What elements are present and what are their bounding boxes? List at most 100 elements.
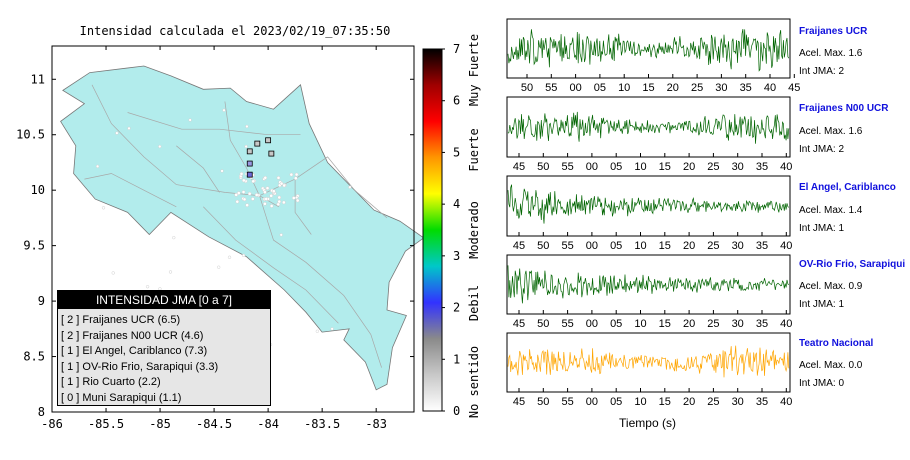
trace-x-tick-label: 00	[586, 318, 598, 330]
seismic-waveform	[507, 184, 790, 224]
trace-x-tick-label: 10	[634, 318, 646, 330]
intensity-legend: INTENSIDAD JMA [0 a 7] [ 2 ] Fraijanes U…	[57, 290, 271, 406]
trace-x-tick-label: 50	[521, 82, 533, 94]
map-x-tick-label: -84.5	[196, 417, 232, 431]
legend-item: [ 2 ] Fraijanes N00 UCR (4.6)	[61, 329, 204, 342]
trace-panel: 45 50 55 00 05 10 15 20 25 30 35 40	[506, 96, 792, 173]
road-line	[176, 145, 220, 193]
station-dots	[95, 108, 352, 370]
station-dot	[220, 169, 224, 173]
trace-background	[507, 97, 790, 157]
trace-x-tick-label: 55	[545, 82, 557, 94]
station-dot	[282, 200, 286, 205]
station-acel: Acel. Max. 1.6	[799, 48, 863, 59]
station-dot	[276, 176, 281, 180]
station-jma: Int JMA: 1	[799, 299, 845, 310]
station-dot	[227, 255, 232, 259]
legend-item: [ 1 ] Rio Cuarto (2.2)	[61, 376, 161, 388]
station-jma: Int JMA: 1	[799, 223, 845, 234]
colorbar-tick-label: 1	[453, 352, 460, 366]
station-dot	[251, 179, 256, 184]
station-jma: Int JMA: 2	[799, 144, 845, 155]
trace-x-tick-label: 55	[561, 318, 573, 330]
station-dot	[289, 172, 294, 177]
station-name: El Angel, Cariblanco	[799, 182, 896, 193]
legend-item: [ 1 ] El Angel, Cariblanco (7.3)	[61, 345, 208, 357]
seismic-waveform	[507, 345, 790, 378]
station-dot	[111, 271, 115, 275]
trace-x-tick-label: 20	[683, 161, 695, 173]
station-acel: Acel. Max. 0.9	[799, 281, 863, 292]
map-y-tick-label: 9.5	[23, 239, 45, 253]
trace-frame	[506, 332, 791, 393]
trace-x-tick-label: 50	[537, 240, 549, 252]
map-frame	[51, 45, 415, 413]
station-dot	[264, 197, 269, 201]
station-jma: Int JMA: 2	[799, 66, 845, 77]
colorbar-tick-label: 7	[453, 42, 460, 56]
colorbar-tick-label: 5	[453, 145, 460, 159]
trace-x-tick-label: 10	[634, 396, 646, 408]
intensity-station-marker	[246, 171, 253, 178]
station-dot	[271, 189, 276, 194]
station-dot	[172, 236, 176, 240]
trace-x-tick-label: 10	[618, 82, 630, 94]
trace-x-tick-label: 40	[780, 318, 792, 330]
station-jma: Int JMA: 0	[799, 378, 845, 389]
map-y-tick-label: 10.5	[16, 128, 45, 142]
trace-frame	[506, 175, 791, 237]
station-dot	[245, 203, 249, 208]
trace-x-tick-label: 30	[715, 82, 727, 94]
station-dot	[241, 253, 246, 258]
station-dot	[222, 108, 226, 112]
trace-frame	[506, 96, 791, 158]
colorbar	[422, 48, 443, 412]
colorbar-tick-label: 2	[453, 301, 460, 315]
colorbar-tick-label: 3	[453, 249, 460, 263]
station-dot	[330, 327, 334, 331]
trace-x-tick-label: 05	[594, 82, 606, 94]
map-x-tick-label: -83	[365, 417, 387, 431]
road-line	[203, 206, 339, 324]
trace-x-tick-label: 00	[586, 396, 598, 408]
station-dot	[293, 176, 298, 181]
map-x-tick-label: -84	[257, 417, 279, 431]
colorbar-category-label: Muy Fuerte	[467, 34, 481, 106]
legend-item: [ 0 ] Muni Sarapiqui (1.1)	[61, 391, 182, 404]
trace-x-tick-label: 40	[764, 82, 776, 94]
station-dot	[188, 118, 192, 122]
road-line	[84, 173, 177, 208]
station-dot	[239, 172, 244, 176]
trace-x-tick-label: 05	[610, 396, 622, 408]
station-dot	[145, 285, 150, 289]
colorbar-tick-label: 4	[453, 197, 460, 211]
trace-x-tick-label: 35	[740, 82, 752, 94]
station-dot	[348, 185, 352, 189]
station-dot	[295, 198, 300, 203]
trace-x-tick-label: 35	[756, 318, 768, 330]
trace-x-tick-label: 15	[659, 240, 671, 252]
trace-panel: 45 50 55 00 05 10 15 20 25 30 35 40	[506, 175, 792, 252]
legend-item: [ 2 ] Fraijanes UCR (6.5)	[61, 314, 181, 326]
trace-x-tick-label: 05	[610, 240, 622, 252]
station-acel: Acel. Max. 1.6	[799, 126, 863, 137]
trace-x-tick-label: 00	[586, 161, 598, 173]
trace-x-tick-label: 20	[683, 396, 695, 408]
trace-x-tick-label: 45	[788, 82, 800, 94]
trace-x-tick-label: 25	[691, 82, 703, 94]
station-dot	[263, 201, 267, 206]
road-line	[294, 179, 312, 235]
station-dot	[277, 195, 282, 200]
station-dot	[295, 195, 299, 200]
station-dot	[279, 181, 284, 186]
map-x-tick-label: -85	[149, 417, 171, 431]
station-acel: Acel. Max. 0.0	[799, 360, 863, 371]
trace-x-tick-label: 15	[659, 161, 671, 173]
x-axis-title: Tiempo (s)	[619, 416, 676, 430]
intensity-station-marker	[246, 160, 253, 167]
station-dot	[269, 193, 274, 198]
station-dot	[244, 144, 248, 149]
station-dot	[250, 197, 255, 201]
trace-x-tick-label: 35	[756, 161, 768, 173]
